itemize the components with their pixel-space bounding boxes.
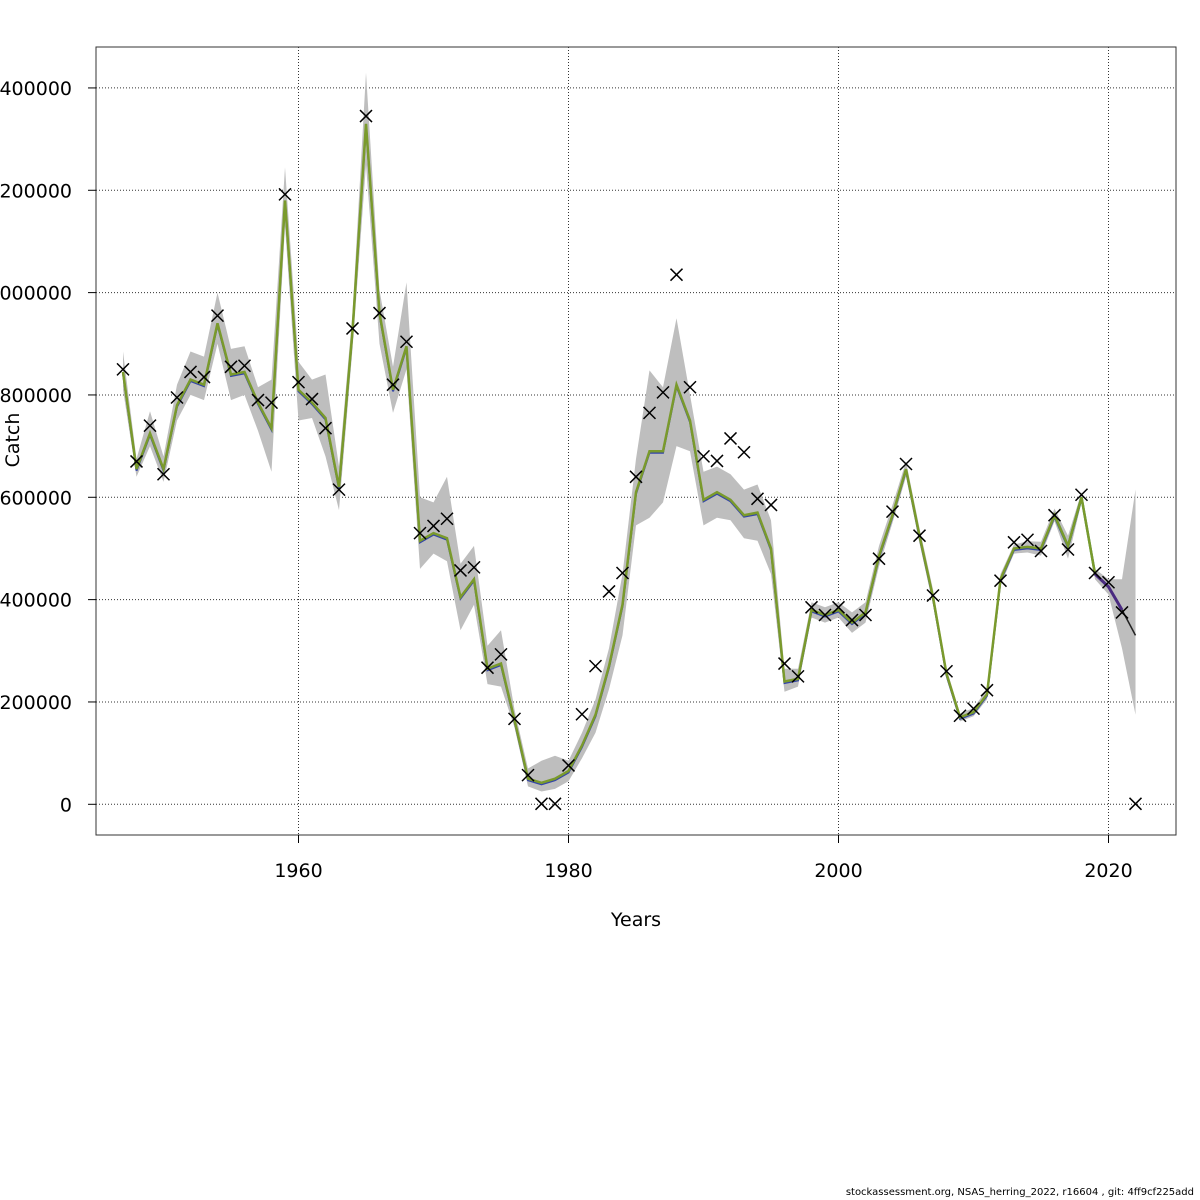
- observed-catch-marker: [251, 393, 265, 407]
- y-tick-label: 1400000: [0, 78, 72, 100]
- observed-catch-marker: [1128, 797, 1143, 811]
- observed-catch-marker: [764, 498, 778, 512]
- observed-catch-marker: [116, 362, 130, 376]
- observed-catch-marker: [170, 390, 184, 405]
- observed-catch-marker: [993, 574, 1008, 588]
- observed-catch-marker: [777, 657, 792, 671]
- observed-catch-marker: [548, 797, 562, 811]
- observed-catch-marker: [197, 370, 211, 384]
- observed-catch-marker: [899, 457, 913, 471]
- observed-catch-marker: [386, 378, 400, 392]
- observed-catch-marker: [129, 454, 144, 468]
- observed-catch-marker: [710, 454, 724, 468]
- observed-catch-marker: [1101, 575, 1116, 589]
- observed-catch-marker: [1047, 508, 1062, 522]
- observed-catch-marker: [939, 664, 954, 678]
- y-tick-label: 800000: [0, 385, 72, 407]
- observed-catch-marker: [440, 512, 454, 526]
- y-tick-label: 0: [60, 794, 72, 816]
- y-tick-label: 1000000: [0, 283, 72, 305]
- y-tick-label: 400000: [0, 590, 72, 612]
- x-tick-label: 1960: [274, 860, 322, 882]
- observed-catch-marker: [156, 467, 171, 481]
- observed-catch-marker: [1034, 544, 1048, 558]
- observed-catch-marker: [318, 421, 333, 435]
- y-tick-label: 600000: [0, 487, 72, 509]
- observed-catch-marker: [359, 109, 373, 123]
- observed-catch-marker: [953, 709, 967, 723]
- x-tick-label: 2020: [1084, 860, 1132, 882]
- observed-catch-marker: [602, 584, 616, 598]
- footer-note: stockassessment.org, NSAS_herring_2022, …: [845, 1187, 1194, 1198]
- observed-catch-marker: [1020, 533, 1035, 547]
- observed-catch-marker: [210, 309, 225, 323]
- observed-catch-marker: [561, 758, 576, 772]
- observed-catch-marker: [926, 588, 940, 603]
- observed-catch-marker: [291, 375, 306, 389]
- observed-catch-marker: [818, 608, 832, 622]
- x-tick-label: 2000: [814, 860, 862, 882]
- observed-catch-marker: [480, 661, 495, 675]
- observed-catch-marker: [1061, 542, 1075, 557]
- observed-catch-marker: [507, 712, 522, 726]
- observed-catch-marker: [737, 445, 751, 459]
- observed-catch-marker: [332, 483, 346, 497]
- observed-catch-marker: [683, 380, 697, 394]
- observed-catch-marker: [696, 449, 711, 463]
- observed-catch-marker: [845, 613, 859, 627]
- observed-catch-marker: [858, 608, 873, 622]
- observed-catch-marker: [224, 360, 238, 374]
- observed-catch-marker: [494, 647, 508, 661]
- observed-catch-marker: [413, 526, 427, 540]
- observed-catch-marker: [278, 187, 292, 201]
- observed-catch-marker: [399, 335, 414, 349]
- observed-catch-marker: [372, 306, 387, 320]
- x-axis-title: Years: [610, 909, 661, 931]
- observed-catch-marker: [656, 385, 670, 399]
- y-axis-title: Catch: [2, 413, 24, 468]
- observed-catch-marker: [237, 359, 252, 373]
- y-tick-label: 200000: [0, 692, 72, 714]
- observed-catch-marker: [723, 431, 738, 445]
- observed-catch-marker: [575, 707, 589, 721]
- y-tick-label: 1200000: [0, 180, 72, 202]
- observed-catch-marker: [305, 392, 319, 406]
- observed-catch-marker: [966, 702, 981, 716]
- observed-catch-marker: [629, 470, 643, 484]
- observed-catch-marker: [912, 529, 927, 543]
- observed-catch-marker: [872, 552, 886, 566]
- observed-catch-marker: [980, 683, 994, 697]
- observed-catch-marker: [1115, 605, 1129, 619]
- observed-catch-marker: [669, 268, 684, 282]
- observed-catch-marker: [345, 321, 360, 335]
- estimate-line-main: [121, 123, 1097, 785]
- observed-catch-marker: [183, 365, 198, 379]
- observed-catch-marker: [1088, 566, 1102, 580]
- observed-catch-marker: [534, 797, 549, 811]
- observed-catch-marker: [831, 600, 846, 614]
- plot-box: [95, 46, 1177, 836]
- observed-catch-marker: [467, 560, 481, 574]
- observed-catch-marker: [750, 492, 765, 506]
- observed-catch-marker: [885, 505, 900, 519]
- observed-catch-marker: [264, 396, 279, 410]
- observed-catch-marker: [615, 566, 630, 580]
- observed-catch-marker: [426, 519, 441, 533]
- observed-catch-marker: [453, 563, 468, 577]
- observed-catch-marker: [521, 768, 535, 782]
- observed-catch-marker: [588, 659, 603, 673]
- observed-catch-marker: [642, 406, 657, 420]
- observed-catch-marker: [804, 600, 819, 614]
- confidence-band: [123, 72, 1136, 792]
- x-tick-label: 1980: [544, 860, 592, 882]
- observed-catch-marker: [143, 419, 157, 433]
- observed-catch-marker: [1007, 535, 1021, 549]
- observed-catch-marker: [1074, 488, 1089, 502]
- observed-catch-marker: [791, 669, 805, 683]
